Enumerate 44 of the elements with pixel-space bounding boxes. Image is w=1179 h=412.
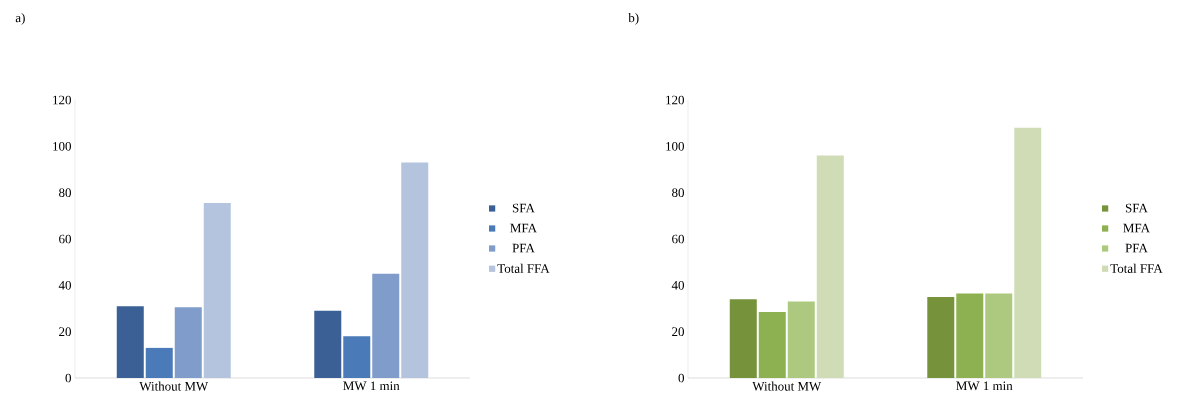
bar — [1014, 127, 1042, 378]
y-tick-label: 100 — [666, 141, 684, 151]
bar — [816, 155, 844, 378]
y-tick-label: 100 — [53, 141, 71, 151]
bar — [787, 301, 815, 378]
bar — [116, 306, 144, 378]
legend-label: Total FFA — [497, 263, 550, 273]
y-tick-label: 60 — [59, 234, 71, 244]
legend-label: SFA — [512, 203, 535, 213]
y-tick-label: 0 — [678, 373, 684, 383]
y-tick-label: 80 — [672, 188, 684, 198]
x-tick-label: MW 1 min — [956, 381, 1013, 391]
y-tick-label: 80 — [59, 188, 71, 198]
legend-label: MFA — [510, 223, 537, 233]
x-tick-label: Without MW — [139, 381, 209, 391]
bar — [729, 299, 757, 378]
y-tick-label: 20 — [672, 327, 684, 337]
bar — [314, 310, 342, 378]
bar — [343, 336, 371, 378]
legend-label: PFA — [1125, 243, 1148, 253]
y-tick-label: 120 — [666, 95, 684, 105]
y-tick-label: 120 — [53, 95, 71, 105]
bar — [758, 311, 786, 378]
chart-title: a) — [15, 13, 25, 25]
y-tick-label: 60 — [672, 234, 684, 244]
bar — [401, 162, 429, 378]
bar — [203, 203, 231, 378]
y-tick-label: 0 — [65, 373, 71, 383]
legend-label: Total FFA — [1110, 263, 1163, 273]
y-tick-label: 20 — [59, 327, 71, 337]
chart-title: b) — [628, 13, 639, 25]
bar — [174, 307, 202, 378]
bar — [985, 293, 1013, 378]
x-tick-label: Without MW — [752, 381, 822, 391]
bar — [956, 293, 984, 378]
y-tick-label: 40 — [58, 280, 71, 290]
bar — [145, 347, 173, 378]
y-tick-label: 40 — [671, 280, 684, 290]
bar — [927, 296, 955, 378]
x-tick-label: MW 1 min — [343, 381, 400, 391]
legend-label: SFA — [1125, 203, 1148, 213]
legend-label: MFA — [1123, 223, 1150, 233]
legend-label: PFA — [512, 243, 535, 253]
bar — [372, 273, 400, 378]
